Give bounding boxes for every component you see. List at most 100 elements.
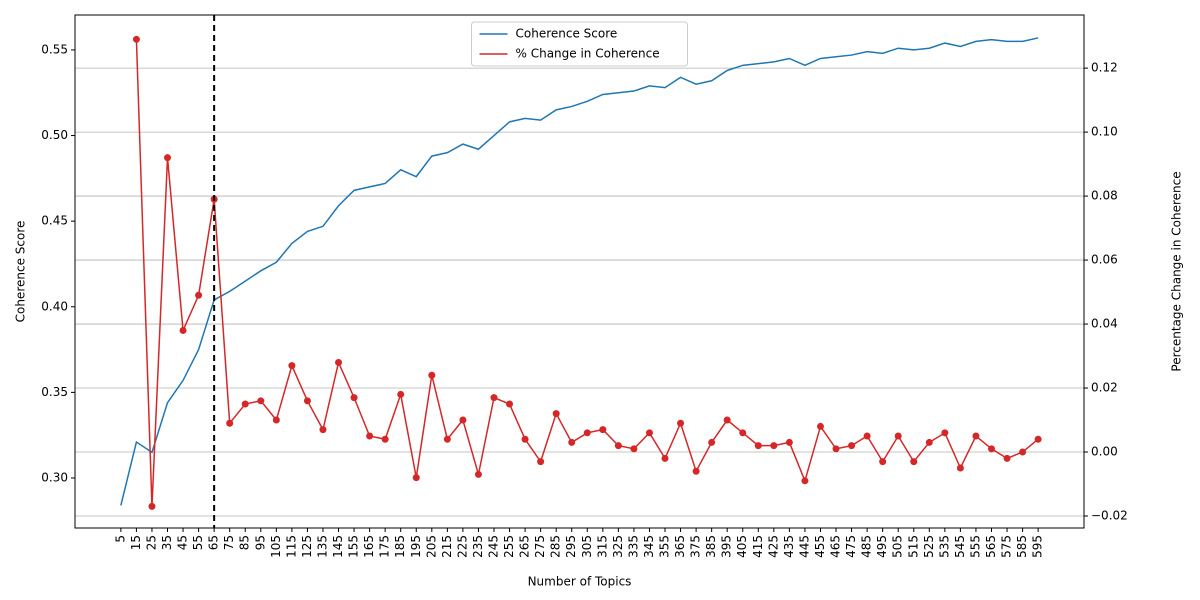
x-tick-label: 525	[922, 535, 936, 558]
x-tick-label: 535	[937, 535, 951, 558]
y-tick-label: 0.55	[41, 42, 68, 56]
x-tick-label: 515	[906, 535, 920, 558]
point	[552, 410, 560, 418]
x-tick-label: 215	[440, 535, 454, 558]
x-tick-label: 45	[176, 535, 190, 550]
x-tick-label: 235	[471, 535, 485, 558]
y-tick-label: 0.50	[41, 128, 68, 142]
point	[366, 432, 374, 440]
x-tick-label: 385	[704, 535, 718, 558]
point	[272, 416, 280, 424]
point	[630, 445, 638, 453]
series-line	[120, 37, 1039, 506]
x-tick-label: 585	[1015, 535, 1029, 558]
point	[335, 358, 343, 366]
x-tick-label: 205	[424, 535, 438, 558]
x-tick-label: 495	[875, 535, 889, 558]
x-tick-label: 465	[829, 535, 843, 558]
y2-tick-label: 0.02	[1091, 381, 1118, 395]
x-tick-label: 65	[207, 535, 221, 550]
x-tick-label: 545	[953, 535, 967, 558]
point	[692, 467, 700, 475]
x-tick-label: 95	[253, 535, 267, 550]
y-tick-label: 0.30	[41, 471, 68, 485]
x-tick-label: 185	[393, 535, 407, 558]
x-tick-label: 115	[284, 535, 298, 558]
point	[1003, 454, 1011, 462]
point	[195, 291, 203, 299]
y2-tick-label: 0.04	[1091, 317, 1118, 331]
y-tick-label: 0.40	[41, 299, 68, 313]
x-tick-label: 485	[860, 535, 874, 558]
y2-tick-label: 0.08	[1091, 189, 1118, 203]
point	[241, 400, 249, 408]
x-tick-label: 565	[984, 535, 998, 558]
y2-tick-label: 0.10	[1091, 125, 1118, 139]
point	[1019, 448, 1027, 456]
point	[816, 422, 824, 430]
legend-label: Coherence Score	[516, 27, 618, 41]
point	[164, 154, 172, 162]
y-tick-label: 0.45	[41, 214, 68, 228]
x-tick-label: 345	[642, 535, 656, 558]
point	[583, 429, 591, 437]
point	[754, 442, 762, 450]
point	[987, 445, 995, 453]
point	[925, 438, 933, 446]
x-tick-label: 165	[362, 535, 376, 558]
y2-tick-label: 0.12	[1091, 61, 1118, 75]
point	[459, 416, 467, 424]
x-tick-label: 85	[238, 535, 252, 550]
x-axis-label: Number of Topics	[528, 575, 632, 589]
x-tick-label: 5	[113, 535, 127, 543]
point	[910, 458, 918, 466]
point	[785, 438, 793, 446]
x-tick-label: 285	[549, 535, 563, 558]
point	[257, 397, 265, 405]
x-tick-label: 195	[409, 535, 423, 558]
x-tick-label: 135	[315, 535, 329, 558]
x-tick-label: 395	[720, 535, 734, 558]
point	[397, 390, 405, 398]
x-tick-label: 355	[658, 535, 672, 558]
point	[443, 435, 451, 443]
x-tick-label: 505	[891, 535, 905, 558]
point	[832, 445, 840, 453]
point	[381, 435, 389, 443]
point	[801, 477, 809, 485]
point	[956, 464, 964, 472]
x-tick-label: 55	[191, 535, 205, 550]
plot-frame	[74, 14, 1085, 529]
x-tick-label: 75	[222, 535, 236, 550]
x-tick-label: 305	[580, 535, 594, 558]
point	[412, 474, 420, 482]
point	[661, 454, 669, 462]
point	[645, 429, 653, 437]
point	[1034, 435, 1042, 443]
x-tick-label: 595	[1031, 535, 1045, 558]
legend: Coherence Score % Change in Coherence	[471, 21, 688, 67]
x-tick-label: 435	[782, 535, 796, 558]
point	[132, 35, 140, 43]
y2-tick-label: −0.02	[1091, 509, 1128, 523]
point	[599, 426, 607, 434]
legend-label: % Change in Coherence	[516, 47, 660, 61]
x-tick-label: 475	[844, 535, 858, 558]
y-axis-label: Coherence Score	[14, 221, 28, 323]
x-tick-label: 555	[968, 535, 982, 558]
x-tick-label: 405	[735, 535, 749, 558]
x-tick-label: 155	[347, 535, 361, 558]
x-tick-label: 295	[564, 535, 578, 558]
point	[537, 458, 545, 466]
point	[894, 432, 902, 440]
x-tick-label: 125	[300, 535, 314, 558]
point	[941, 429, 949, 437]
x-tick-label: 365	[673, 535, 687, 558]
y2-axis-label: Percentage Change in Coherence	[1170, 171, 1184, 371]
legend-box	[471, 21, 688, 67]
point	[879, 458, 887, 466]
x-tick-label: 245	[486, 535, 500, 558]
x-tick-label: 105	[269, 535, 283, 558]
